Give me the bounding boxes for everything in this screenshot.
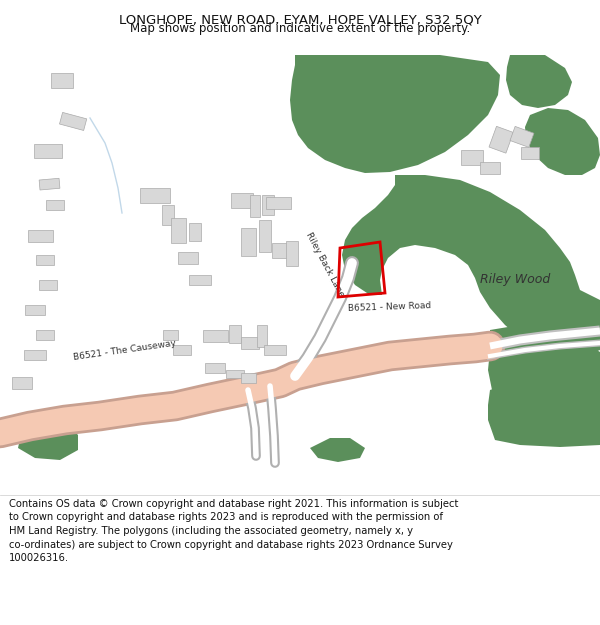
Bar <box>257 325 267 347</box>
Bar <box>259 220 271 252</box>
Bar <box>265 197 290 209</box>
Bar <box>241 337 259 349</box>
Text: B6521 - New Road: B6521 - New Road <box>348 301 432 313</box>
Text: Contains OS data © Crown copyright and database right 2021. This information is : Contains OS data © Crown copyright and d… <box>9 499 458 563</box>
Bar <box>178 252 198 264</box>
Text: Riley Wood: Riley Wood <box>480 274 550 286</box>
Bar <box>480 162 500 174</box>
Bar <box>189 275 211 285</box>
Polygon shape <box>310 438 365 462</box>
Bar <box>39 280 57 290</box>
Bar <box>231 192 253 208</box>
Bar <box>140 188 170 202</box>
Bar <box>46 200 64 210</box>
Bar <box>241 228 256 256</box>
Bar <box>229 325 241 343</box>
Bar <box>162 205 174 225</box>
Bar <box>205 363 225 373</box>
Bar <box>173 345 191 355</box>
Polygon shape <box>342 175 600 360</box>
Bar <box>250 195 260 217</box>
Bar <box>36 330 54 340</box>
Bar <box>189 223 201 241</box>
Text: Map shows position and indicative extent of the property.: Map shows position and indicative extent… <box>130 21 470 34</box>
Bar <box>59 112 87 131</box>
Bar <box>286 241 298 266</box>
Bar <box>510 126 534 148</box>
Bar <box>241 373 256 383</box>
Bar <box>272 242 292 258</box>
Bar <box>34 144 62 158</box>
Polygon shape <box>18 420 78 460</box>
Bar <box>170 217 185 242</box>
Text: LONGHOPE, NEW ROAD, EYAM, HOPE VALLEY, S32 5QY: LONGHOPE, NEW ROAD, EYAM, HOPE VALLEY, S… <box>119 14 481 26</box>
Bar <box>39 178 60 190</box>
Polygon shape <box>506 55 572 108</box>
Bar <box>36 255 54 265</box>
Polygon shape <box>290 55 500 173</box>
Bar <box>163 330 178 340</box>
Text: B6521 - The Causeway: B6521 - The Causeway <box>73 338 177 362</box>
Polygon shape <box>488 325 600 425</box>
Text: Riley Back Lane: Riley Back Lane <box>304 231 346 299</box>
Bar <box>51 72 73 88</box>
Bar <box>461 149 483 164</box>
Bar <box>226 370 244 378</box>
Bar <box>203 330 227 342</box>
Bar <box>521 147 539 159</box>
Bar <box>262 195 274 215</box>
Bar <box>12 377 32 389</box>
Bar <box>28 230 53 242</box>
Bar <box>264 345 286 355</box>
Polygon shape <box>525 108 600 175</box>
Polygon shape <box>488 375 600 447</box>
Bar <box>25 305 45 315</box>
Bar <box>489 126 514 153</box>
Bar <box>24 350 46 360</box>
